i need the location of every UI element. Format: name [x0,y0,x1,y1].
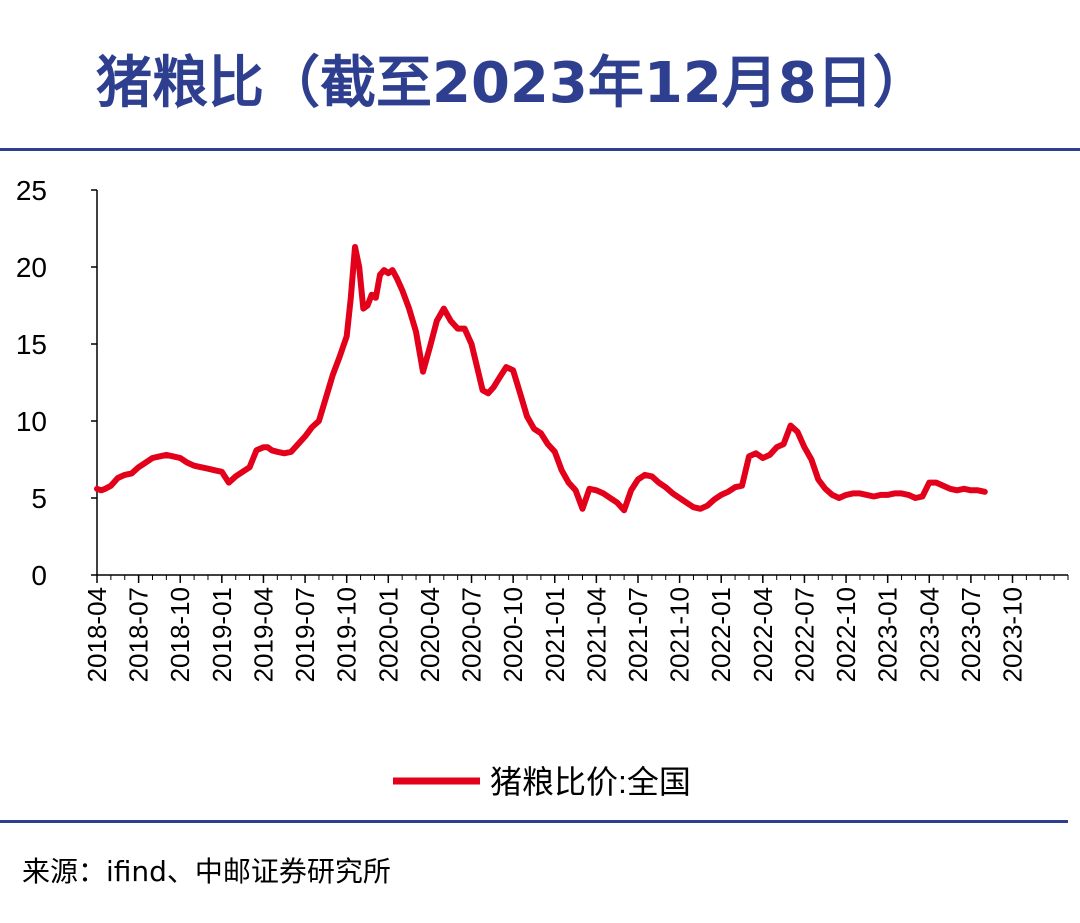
x-tick-label: 2019-10 [332,587,362,682]
x-tick-label: 2020-07 [457,587,487,682]
x-tick-label: 2021-10 [665,587,695,682]
x-tick-label: 2019-07 [290,587,320,682]
y-tick-label: 15 [16,329,47,360]
legend: 猪粮比价:全国 [393,764,691,800]
x-tick-label: 2020-10 [498,587,528,682]
x-tick-label: 2018-07 [124,587,154,682]
x-tick-label: 2019-04 [248,587,278,682]
x-tick-label: 2019-01 [207,587,237,682]
x-axis: 2018-04 2018-07 2018-10 2019-01 2019-04 2019-… [82,574,1069,682]
x-tick-label: 2021-01 [540,587,570,682]
title-divider [0,148,1080,151]
x-tick-label: 2021-04 [581,587,611,682]
x-tick-label: 2022-01 [706,587,736,682]
x-tick-label: 2021-07 [623,587,653,682]
x-tick-label: 2023-04 [914,587,944,682]
footer-divider [0,820,1068,823]
x-tick-label: 2023-10 [998,587,1028,682]
x-tick-label: 2022-10 [831,587,861,682]
y-axis: 0 5 10 15 20 25 [16,175,98,591]
source-note: 来源：ifind、中邮证券研究所 [22,855,391,888]
x-tick-label: 2022-07 [789,587,819,682]
y-tick-label: 0 [31,560,47,591]
x-tick-label: 2022-04 [748,587,778,682]
series-group [94,244,988,514]
x-tick-label: 2018-10 [165,587,195,682]
x-tick-label: 2023-01 [873,587,903,682]
x-tick-label: 2018-04 [82,587,112,682]
x-tick-label: 2020-04 [415,587,445,682]
x-tick-label: 2020-01 [373,587,403,682]
y-tick-label: 25 [16,175,47,206]
page-title: 猪粮比（截至2023年12月8日） [96,51,929,116]
series-line-0 [94,244,988,514]
y-tick-label: 10 [16,406,47,437]
y-tick-label: 5 [31,483,47,514]
legend-label: 猪粮比价:全国 [490,764,691,800]
x-tick-label: 2023-07 [956,587,986,682]
y-tick-label: 20 [16,252,47,283]
